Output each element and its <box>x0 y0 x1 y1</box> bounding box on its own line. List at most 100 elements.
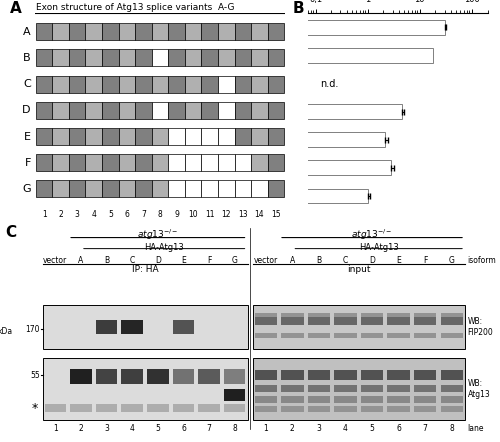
Bar <box>135 128 152 145</box>
Bar <box>147 404 169 412</box>
Bar <box>0 133 386 147</box>
Text: vector: vector <box>43 256 68 265</box>
Bar <box>440 370 463 380</box>
Bar <box>234 50 251 66</box>
Bar <box>86 102 102 119</box>
Bar <box>281 370 303 380</box>
Bar <box>96 320 118 334</box>
Bar <box>52 50 69 66</box>
Bar <box>168 180 185 198</box>
Text: 7: 7 <box>206 424 212 433</box>
Bar <box>118 102 135 119</box>
Bar <box>172 369 194 384</box>
Bar <box>0 104 402 119</box>
Text: E: E <box>181 256 186 265</box>
Text: 8: 8 <box>450 424 454 433</box>
Bar <box>234 102 251 119</box>
Bar <box>308 385 330 392</box>
Bar <box>218 154 234 171</box>
Bar <box>414 370 436 380</box>
Bar <box>122 369 143 384</box>
Bar <box>42 358 248 420</box>
Bar <box>224 369 246 384</box>
Text: D: D <box>369 256 375 265</box>
Bar <box>334 396 356 403</box>
Bar <box>388 313 410 317</box>
Bar <box>86 128 102 145</box>
Text: 6: 6 <box>124 210 130 219</box>
Text: 5: 5 <box>156 424 160 433</box>
Bar <box>414 396 436 403</box>
Bar <box>218 180 234 198</box>
Text: Exon structure of Atg13 splice variants  A-G: Exon structure of Atg13 splice variants … <box>36 3 234 12</box>
Bar <box>251 180 268 198</box>
Text: C: C <box>343 256 348 265</box>
Bar <box>254 317 277 325</box>
Text: C: C <box>130 256 135 265</box>
Bar <box>102 128 118 145</box>
Text: 55: 55 <box>30 371 40 380</box>
Bar <box>251 128 268 145</box>
Bar <box>281 313 303 317</box>
Bar <box>308 406 330 412</box>
Bar <box>218 102 234 119</box>
Text: E: E <box>24 132 31 141</box>
Bar <box>252 305 465 349</box>
Text: 7: 7 <box>141 210 146 219</box>
Text: G: G <box>232 256 237 265</box>
Bar <box>234 23 251 40</box>
Bar <box>135 23 152 40</box>
Bar <box>202 180 218 198</box>
Bar <box>251 23 268 40</box>
Text: 4: 4 <box>130 424 134 433</box>
Bar <box>254 385 277 392</box>
Bar <box>308 313 330 317</box>
Bar <box>361 317 383 325</box>
Bar <box>218 128 234 145</box>
Text: 5: 5 <box>370 424 374 433</box>
Bar <box>152 23 168 40</box>
Bar <box>36 180 52 198</box>
Bar <box>185 102 202 119</box>
Text: 10: 10 <box>188 210 198 219</box>
Bar <box>36 128 52 145</box>
Bar <box>218 76 234 92</box>
Bar <box>102 23 118 40</box>
Bar <box>102 76 118 92</box>
Bar <box>185 76 202 92</box>
Bar <box>185 50 202 66</box>
Text: 11: 11 <box>205 210 214 219</box>
Bar <box>202 50 218 66</box>
Bar <box>334 406 356 412</box>
Bar <box>118 128 135 145</box>
Bar <box>198 369 220 384</box>
Bar <box>254 406 277 412</box>
Bar <box>69 102 86 119</box>
Bar <box>388 370 410 380</box>
Bar <box>52 154 69 171</box>
Bar <box>135 50 152 66</box>
Bar <box>152 154 168 171</box>
Text: WB:
FIP200: WB: FIP200 <box>468 317 493 337</box>
Text: isoform: isoform <box>468 256 496 265</box>
Bar <box>44 404 66 412</box>
Bar <box>268 23 284 40</box>
Bar <box>268 102 284 119</box>
Bar <box>118 154 135 171</box>
Text: 6: 6 <box>181 424 186 433</box>
Bar <box>86 180 102 198</box>
Text: 6: 6 <box>396 424 401 433</box>
Bar <box>135 76 152 92</box>
Bar <box>102 102 118 119</box>
Bar <box>251 76 268 92</box>
Bar <box>168 154 185 171</box>
Text: G: G <box>449 256 454 265</box>
Bar <box>251 50 268 66</box>
Bar <box>118 180 135 198</box>
Text: F: F <box>24 158 31 168</box>
Bar <box>414 333 436 338</box>
Text: C: C <box>23 79 31 89</box>
Bar <box>361 406 383 412</box>
Bar <box>388 406 410 412</box>
Bar <box>135 154 152 171</box>
